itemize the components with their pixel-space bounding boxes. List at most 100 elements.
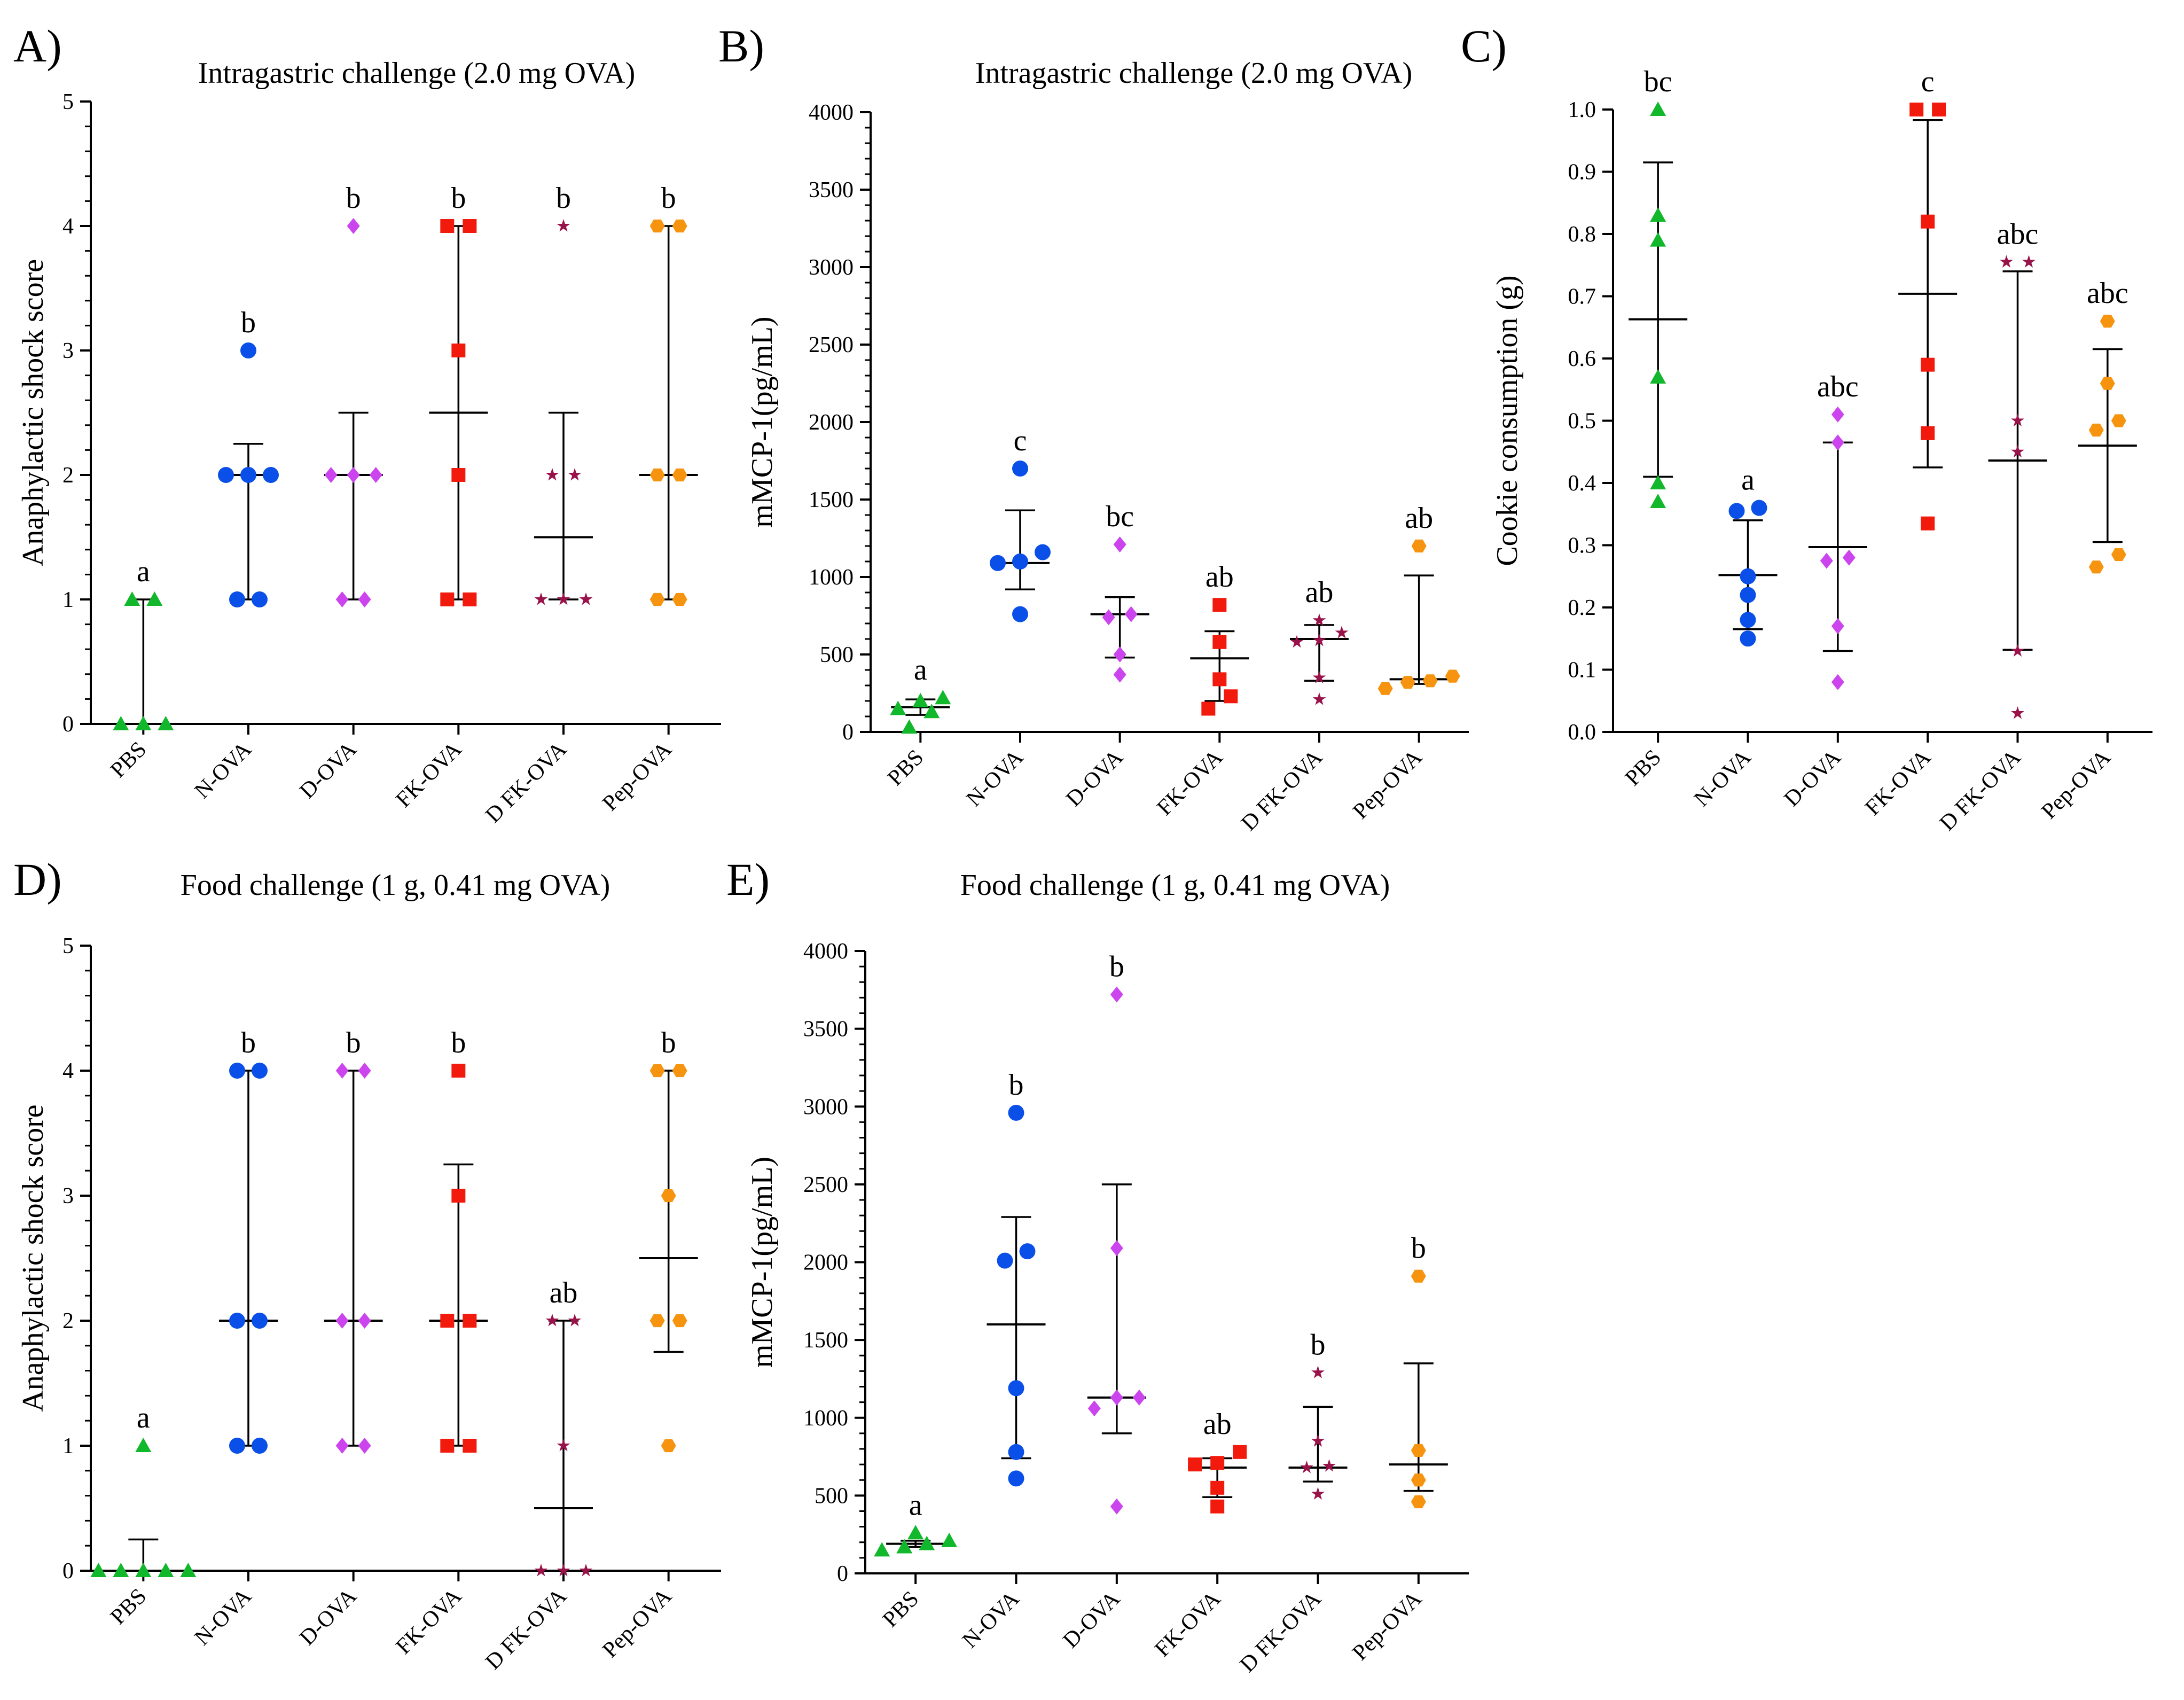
y-tick-label: 3000 [803, 1095, 848, 1119]
significance-letter: b [556, 182, 571, 215]
data-point [324, 467, 338, 483]
data-point [1210, 1499, 1225, 1514]
data-point [1921, 357, 1935, 372]
y-tick-label: 1 [62, 1434, 74, 1459]
x-tick-label: FK-OVA [392, 1584, 467, 1659]
data-point [1842, 549, 1856, 566]
data-point [579, 592, 593, 605]
data-point [451, 1064, 466, 1078]
x-tick-label: D FK-OVA [1935, 745, 2026, 836]
x-tick-label: Pep-OVA [1348, 745, 1427, 824]
significance-letter: c [1921, 65, 1935, 98]
data-point [1124, 606, 1138, 622]
data-point [907, 1525, 924, 1540]
data-point [1751, 500, 1767, 516]
data-point [358, 1313, 371, 1329]
data-point [1311, 1487, 1325, 1500]
data-point [2000, 255, 2013, 268]
x-tick-label: N-OVA [190, 1584, 257, 1650]
x-tick-label: N-OVA [190, 737, 257, 804]
data-point [1377, 682, 1393, 695]
data-point [1909, 103, 1924, 116]
data-point [1188, 1457, 1202, 1472]
y-tick-label: 4 [62, 214, 74, 239]
data-point [923, 704, 940, 719]
y-axis-label: Anaphylactic shock score [17, 259, 50, 566]
y-tick-label: 2000 [809, 410, 854, 435]
data-point [1087, 1400, 1101, 1417]
data-point [1335, 626, 1349, 638]
data-point [1110, 986, 1123, 1003]
data-point [1650, 232, 1666, 247]
data-point [1110, 1498, 1123, 1515]
data-point [1312, 670, 1326, 683]
y-tick-label: 3500 [809, 178, 854, 202]
significance-letter: b [1411, 1232, 1426, 1265]
data-point [1132, 1389, 1146, 1406]
data-point [1411, 539, 1427, 553]
data-point [1831, 674, 1844, 690]
x-tick-label: N-OVA [962, 745, 1029, 812]
significance-letter: b [346, 1026, 361, 1059]
chart-title: Intragastric challenge (2.0 mg OVA) [975, 57, 1412, 90]
data-point [1008, 1470, 1024, 1487]
data-point [1110, 1240, 1123, 1257]
data-point [440, 1439, 455, 1453]
data-point [1740, 612, 1756, 628]
significance-letter: b [661, 1026, 676, 1059]
chart-panel-a: A) Intragastric challenge (2.0 mg OVA) 0 1 2… [13, 20, 721, 828]
x-tick-label: Pep-OVA [1348, 1586, 1427, 1665]
data-point [229, 591, 245, 607]
data-point [347, 467, 360, 483]
data-point [545, 1314, 559, 1327]
data-point [113, 716, 129, 730]
data-point [1008, 1380, 1024, 1397]
data-point [661, 1189, 676, 1203]
y-tick-label: 0.2 [1568, 596, 1596, 620]
data-point [1411, 1495, 1426, 1509]
data-point [1411, 1444, 1426, 1457]
data-point [1728, 503, 1745, 519]
data-point [158, 1563, 174, 1577]
y-tick-label: 2000 [803, 1251, 848, 1275]
data-point [557, 592, 570, 605]
y-tick-label: 0 [837, 1562, 848, 1586]
data-point [1012, 606, 1028, 622]
data-point [672, 592, 687, 606]
data-point [2100, 377, 2115, 390]
data-point [240, 342, 256, 358]
data-point [1210, 1480, 1225, 1495]
panel-label: D) [13, 854, 62, 905]
x-tick-label: Pep-OVA [2037, 745, 2116, 824]
significance-letter: a [137, 1401, 150, 1434]
data-point [1831, 406, 1844, 423]
data-point [252, 1063, 268, 1079]
data-point [1300, 1460, 1313, 1473]
data-point [649, 468, 665, 482]
data-point [1201, 701, 1216, 716]
data-point [557, 1439, 570, 1452]
chart-panel-c: C) 0.0 0.1 0.2 0.3 0.4 0.5 0.6 0.7 0.8 0.9 1.0 Cooki… [1461, 20, 2152, 836]
data-point [1019, 1243, 1036, 1260]
data-point [335, 1438, 349, 1454]
data-point [229, 1313, 245, 1329]
data-point [2111, 548, 2126, 562]
significance-letter: a [137, 555, 150, 588]
data-point [1740, 587, 1756, 603]
significance-letter: b [241, 306, 256, 339]
data-point [1311, 1366, 1325, 1378]
y-axis-label: mMCP-1(pg/mL) [746, 316, 779, 527]
x-tick-label: FK-OVA [392, 737, 467, 812]
data-point [1113, 646, 1126, 662]
y-tick-label: 0.5 [1568, 409, 1596, 434]
data-point [672, 1314, 687, 1328]
significance-letter: ab [1205, 560, 1234, 594]
data-point [252, 591, 268, 607]
data-point [1921, 426, 1935, 440]
data-point [534, 1564, 548, 1577]
significance-letter: c [1014, 424, 1027, 457]
data-point [1312, 692, 1326, 705]
data-point [1210, 1456, 1225, 1470]
data-point [1212, 672, 1227, 687]
